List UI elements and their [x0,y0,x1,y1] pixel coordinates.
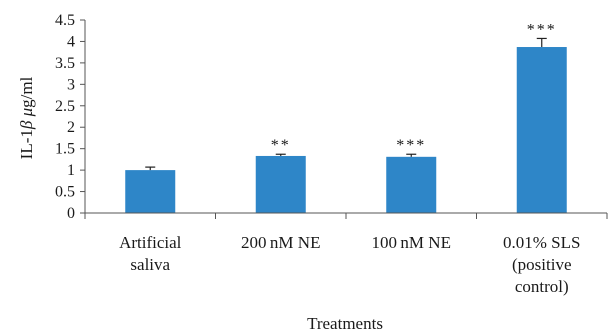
y-axis-ticks: 0 0.5 1 1.5 2 2.5 3 3.5 4 4.5 [55,12,85,222]
x-axis-ticks: Artificial saliva 200 nM NE 100 nM NE 0.01% … [84,213,608,296]
x-tick-label: 200 nM NE [241,233,320,252]
x-tick-label: 100 nM NE [372,233,451,252]
bar [516,47,567,213]
y-tick-label: 3.5 [55,55,75,72]
bars [125,37,567,213]
bar [386,156,437,213]
y-tick-label: 1.5 [55,141,75,158]
significance-markers: ** ****** [271,21,557,154]
significance-label: ** [271,137,291,154]
y-tick-label: 1 [67,162,75,179]
x-tick-label: Artificial saliva [119,233,182,274]
x-axis-label: Treatments [307,314,383,333]
y-tick-label: 4 [67,33,75,50]
bar [255,155,306,213]
y-tick-label: 2.5 [55,98,75,115]
y-tick-label: 2 [67,119,75,136]
y-tick-label: 3 [67,76,75,93]
bar [125,170,176,213]
y-tick-label: 0 [67,205,75,222]
significance-label: *** [527,21,557,38]
significance-label: *** [396,137,426,154]
y-tick-label: 0.5 [55,184,75,201]
y-axis-label: IL-1β μg/ml [17,76,36,159]
x-tick-label: 0.01% SLS (positive control) [503,233,580,296]
y-tick-label: 4.5 [55,12,75,29]
